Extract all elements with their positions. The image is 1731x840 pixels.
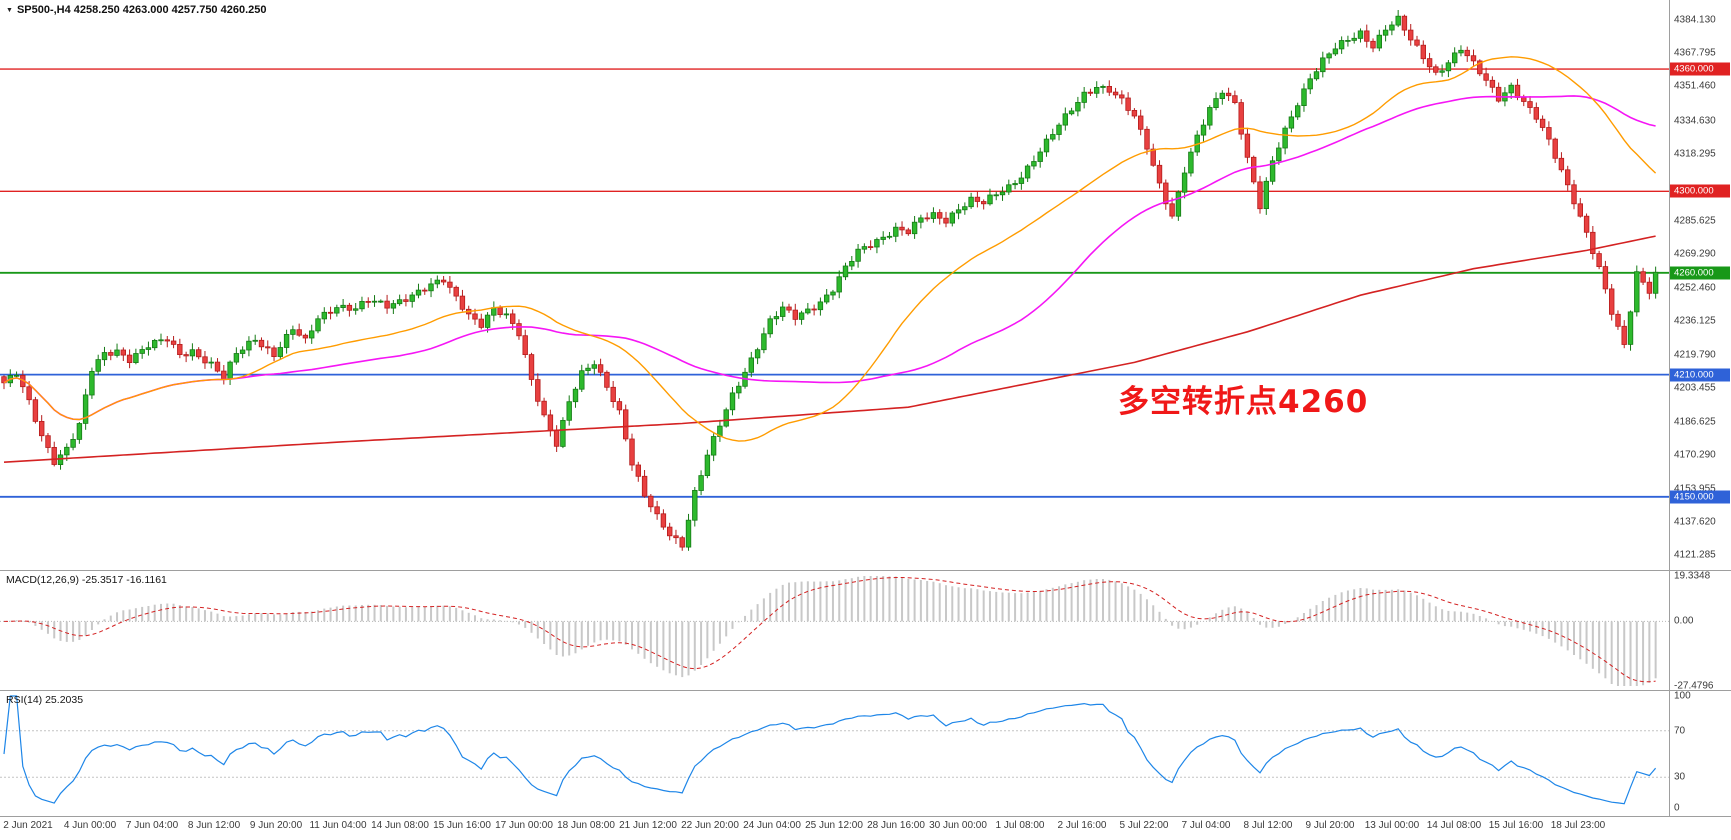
macd-rsi-panel-divider[interactable] <box>0 690 1731 691</box>
price-axis-divider <box>1669 0 1670 816</box>
time-axis-divider[interactable] <box>0 816 1731 817</box>
symbol-dropdown-icon[interactable]: ▼ <box>6 6 13 14</box>
main-macd-panel-divider[interactable] <box>0 570 1731 571</box>
chart-header: ▼ SP500-,H4 4258.250 4263.000 4257.750 4… <box>6 4 267 16</box>
symbol-ohlc-info: SP500-,H4 4258.250 4263.000 4257.750 426… <box>16 4 267 16</box>
rsi-indicator-label: RSI(14) 25.2035 <box>6 694 84 706</box>
level-annotation: 多空转折点4260 <box>1118 384 1369 420</box>
macd-indicator-label: MACD(12,26,9) -25.3517 -16.1161 <box>6 574 167 586</box>
